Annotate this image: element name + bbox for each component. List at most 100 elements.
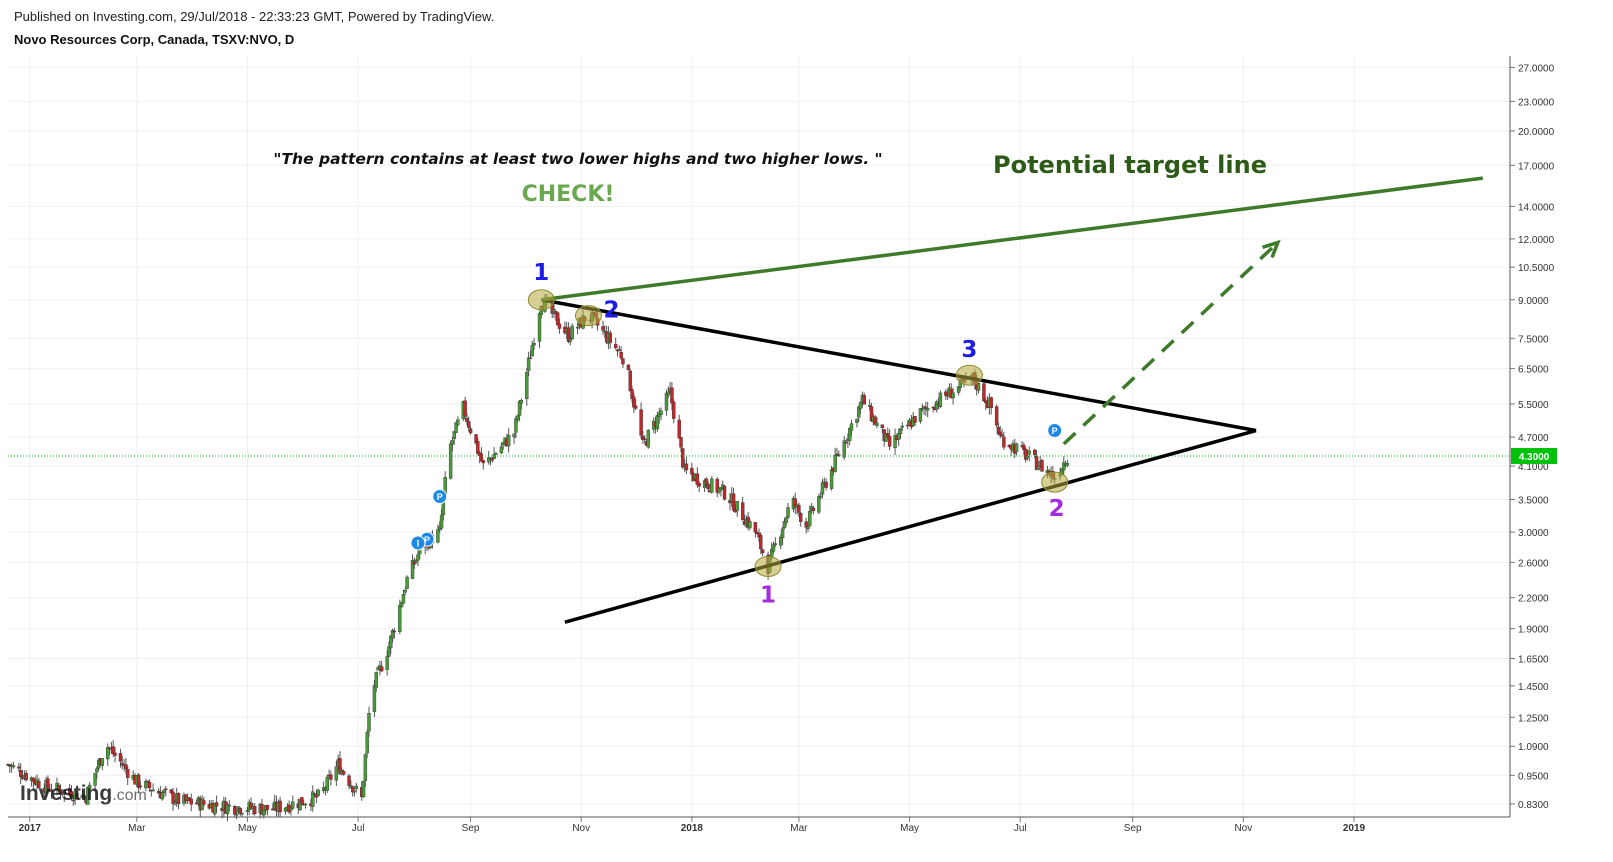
candle-body [715, 478, 719, 493]
candle-body [951, 392, 955, 399]
candle-body [1027, 450, 1031, 455]
candle-body [234, 813, 239, 816]
candle-body [176, 793, 181, 805]
candle-body [760, 549, 765, 554]
candle-body [989, 397, 993, 408]
x-tick-label: May [238, 823, 257, 834]
candle-body [240, 812, 244, 815]
candle-body [537, 313, 542, 342]
candle-body [938, 392, 943, 407]
candle-body [49, 789, 54, 792]
candle-body [439, 514, 444, 529]
candle-body [570, 325, 574, 340]
y-tick-label: 9.0000 [1518, 296, 1549, 307]
candle-body [862, 395, 866, 405]
x-tick-label: Mar [790, 823, 808, 834]
candle-body [173, 802, 177, 805]
candle-body [808, 511, 812, 526]
candle-body [855, 418, 859, 423]
candle-body [145, 780, 150, 783]
candle-body [1062, 462, 1066, 471]
candle-body [566, 327, 571, 342]
x-tick-label: Nov [1234, 823, 1252, 834]
candle-body [325, 776, 329, 791]
candle-body [164, 788, 168, 791]
candle-body [557, 323, 562, 329]
candle-body [253, 805, 257, 815]
projection-arrow [1062, 241, 1280, 446]
candle-body [817, 496, 821, 513]
candle-body [670, 387, 674, 404]
candle-body [410, 559, 415, 579]
touch-point-highlight [574, 305, 602, 327]
check-label: CHECK! [522, 182, 615, 207]
candle-body [804, 521, 808, 528]
target-line [541, 176, 1484, 302]
candle-body [452, 431, 456, 439]
candle-body [820, 482, 825, 495]
candle-body [740, 502, 745, 521]
candle-body [392, 630, 397, 633]
candle-body [106, 747, 110, 760]
x-tick-label: Jul [1014, 823, 1027, 834]
candle-body [126, 769, 130, 778]
candle-body [697, 482, 701, 487]
candle-body [136, 774, 141, 788]
candle-body [17, 766, 21, 769]
candle-body [837, 454, 841, 456]
event-marker-label: P [1052, 426, 1058, 436]
candle-body [786, 507, 790, 518]
event-marker[interactable] [410, 535, 426, 551]
candle-body [601, 326, 605, 331]
candle-body [465, 417, 469, 422]
candle-body [926, 408, 930, 411]
candle-body [797, 504, 801, 513]
candle-body [37, 780, 41, 789]
projection-arrow-head [1262, 239, 1281, 259]
candle-body [245, 810, 250, 812]
candle-body [646, 429, 651, 448]
candle-body [75, 793, 79, 800]
candle-body [113, 752, 117, 756]
touch-point-highlight [955, 364, 983, 386]
candle-body [512, 433, 516, 438]
candle-body [1034, 455, 1039, 470]
candle-body [555, 312, 560, 326]
candle-body [416, 554, 420, 561]
candle-body [984, 400, 988, 404]
event-marker[interactable] [432, 489, 448, 505]
candle-body [528, 357, 533, 359]
candle-body [628, 370, 632, 392]
y-tick-label: 4.7000 [1518, 433, 1549, 444]
x-tick-label: Sep [462, 823, 480, 834]
candle-body [1065, 463, 1070, 466]
y-tick-label: 1.9000 [1518, 625, 1549, 636]
candle-body [62, 789, 66, 795]
candle-body [11, 765, 16, 768]
candle-body [784, 517, 788, 523]
lower-trendline [564, 428, 1257, 624]
candle-body [811, 507, 816, 511]
candle-body [568, 338, 573, 342]
touch-point-highlight [1041, 471, 1069, 493]
candle-body [278, 800, 282, 813]
candle-body [298, 799, 302, 810]
candle-body [664, 392, 669, 411]
pattern-quote: "The pattern contains at least two lower… [273, 150, 882, 168]
y-tick-label: 23.0000 [1518, 97, 1555, 108]
candle-body [479, 453, 484, 462]
candle-body [575, 326, 580, 329]
candle-body [706, 483, 710, 490]
candle-body [450, 440, 455, 445]
upper-trendline [541, 298, 1257, 433]
y-tick-label: 3.5000 [1518, 496, 1549, 507]
candle-body [875, 422, 879, 426]
candle-body [367, 713, 371, 732]
candle-body [773, 543, 778, 545]
event-marker[interactable] [1047, 423, 1063, 439]
candle-body [976, 383, 981, 391]
candle-body [530, 345, 534, 357]
candle-body [476, 440, 480, 454]
candle-body [1014, 443, 1019, 452]
